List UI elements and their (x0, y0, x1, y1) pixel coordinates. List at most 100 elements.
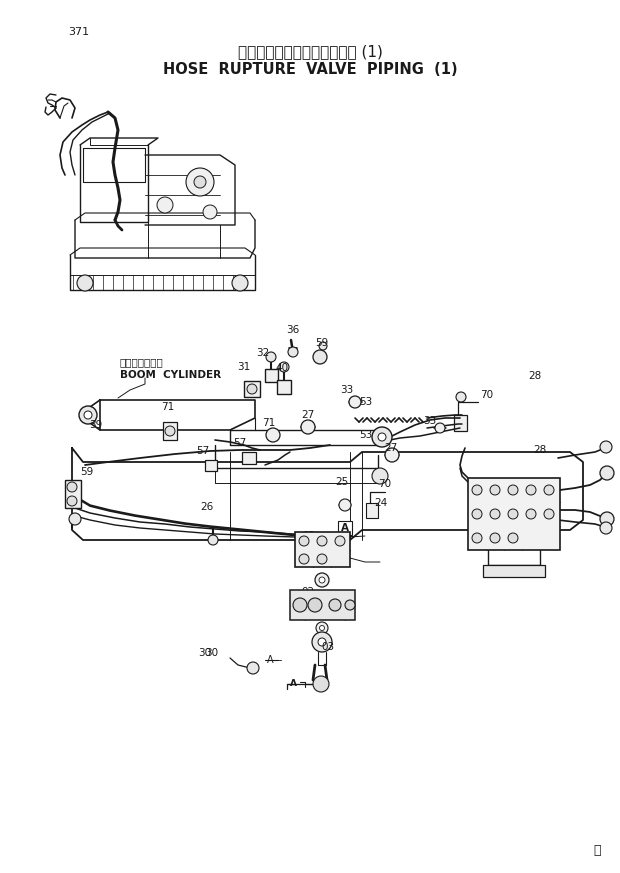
Text: 40: 40 (275, 363, 288, 373)
Text: 02: 02 (301, 587, 314, 597)
Circle shape (435, 423, 445, 433)
Bar (338, 521, 352, 535)
Text: A—: A— (267, 655, 283, 665)
Circle shape (526, 485, 536, 495)
Text: 30: 30 (198, 648, 211, 658)
Bar (163, 422, 177, 440)
Circle shape (313, 676, 329, 692)
Circle shape (308, 598, 322, 612)
Circle shape (313, 350, 327, 364)
Circle shape (508, 533, 518, 543)
Text: A: A (341, 523, 349, 533)
Text: 24: 24 (374, 498, 388, 508)
Text: 28: 28 (533, 445, 547, 455)
Text: 70: 70 (378, 479, 392, 489)
Circle shape (472, 509, 482, 519)
Text: 04: 04 (298, 612, 312, 622)
Text: 59: 59 (316, 338, 329, 348)
Circle shape (186, 168, 214, 196)
Circle shape (600, 522, 612, 534)
Circle shape (299, 536, 309, 546)
Text: 59: 59 (81, 467, 94, 477)
Circle shape (319, 342, 327, 350)
Text: HOSE  RUPTURE  VALVE  PIPING  (1): HOSE RUPTURE VALVE PIPING (1) (162, 63, 458, 78)
Circle shape (385, 448, 399, 462)
Circle shape (315, 573, 329, 587)
Circle shape (266, 352, 276, 362)
Circle shape (318, 638, 326, 646)
Text: 26: 26 (200, 502, 214, 512)
Circle shape (67, 496, 77, 506)
Circle shape (288, 347, 298, 357)
Bar (244, 381, 260, 397)
Circle shape (600, 466, 614, 480)
Circle shape (544, 509, 554, 519)
Circle shape (208, 535, 218, 545)
Circle shape (79, 406, 97, 424)
Circle shape (165, 426, 175, 436)
Circle shape (316, 622, 328, 634)
Circle shape (203, 205, 217, 219)
Bar (242, 452, 256, 464)
Bar (366, 503, 378, 518)
Circle shape (490, 485, 500, 495)
Circle shape (378, 433, 386, 441)
Text: BOOM  CYLINDER: BOOM CYLINDER (120, 370, 221, 380)
Text: Ⓜ: Ⓜ (593, 844, 601, 857)
Text: 27: 27 (384, 443, 397, 453)
Bar (483, 565, 545, 577)
Circle shape (490, 509, 500, 519)
Circle shape (317, 536, 327, 546)
Text: 39: 39 (89, 420, 103, 430)
Bar (290, 590, 355, 620)
Circle shape (349, 396, 361, 408)
Circle shape (319, 577, 325, 583)
Bar (295, 532, 350, 567)
Circle shape (84, 411, 92, 419)
Circle shape (490, 533, 500, 543)
Circle shape (194, 176, 206, 188)
Bar (277, 380, 291, 394)
Circle shape (472, 533, 482, 543)
Text: 32: 32 (257, 348, 270, 358)
Text: 03: 03 (321, 642, 335, 652)
Text: 28: 28 (528, 371, 542, 381)
Text: 70: 70 (480, 390, 493, 400)
Text: 33: 33 (423, 416, 436, 426)
Circle shape (157, 197, 173, 213)
Text: 02: 02 (303, 531, 316, 541)
Text: 34: 34 (538, 503, 552, 513)
Text: 31: 31 (237, 362, 250, 372)
Circle shape (526, 509, 536, 519)
Text: A: A (290, 679, 297, 689)
Text: 71: 71 (161, 402, 175, 412)
Text: 35: 35 (497, 497, 511, 507)
Text: 371: 371 (68, 27, 89, 37)
Circle shape (232, 275, 248, 291)
Text: 53: 53 (360, 397, 373, 407)
Circle shape (600, 512, 614, 526)
Circle shape (456, 392, 466, 402)
Text: 57: 57 (233, 438, 247, 448)
Circle shape (301, 420, 315, 434)
Text: 71: 71 (262, 418, 276, 428)
Circle shape (372, 468, 388, 484)
Circle shape (319, 625, 324, 630)
Circle shape (317, 554, 327, 564)
Bar (468, 478, 560, 550)
Text: 57: 57 (197, 446, 210, 456)
Text: 33: 33 (340, 385, 353, 395)
Text: 25: 25 (335, 477, 348, 487)
Circle shape (600, 441, 612, 453)
Text: 27: 27 (301, 410, 314, 420)
Text: 00: 00 (298, 557, 311, 567)
Bar (65, 480, 81, 508)
Circle shape (329, 599, 341, 611)
Circle shape (544, 485, 554, 495)
Text: 36: 36 (286, 325, 299, 335)
Text: 29: 29 (541, 483, 555, 493)
Circle shape (472, 485, 482, 495)
Circle shape (299, 554, 309, 564)
Text: 53: 53 (360, 430, 373, 440)
Circle shape (266, 428, 280, 442)
